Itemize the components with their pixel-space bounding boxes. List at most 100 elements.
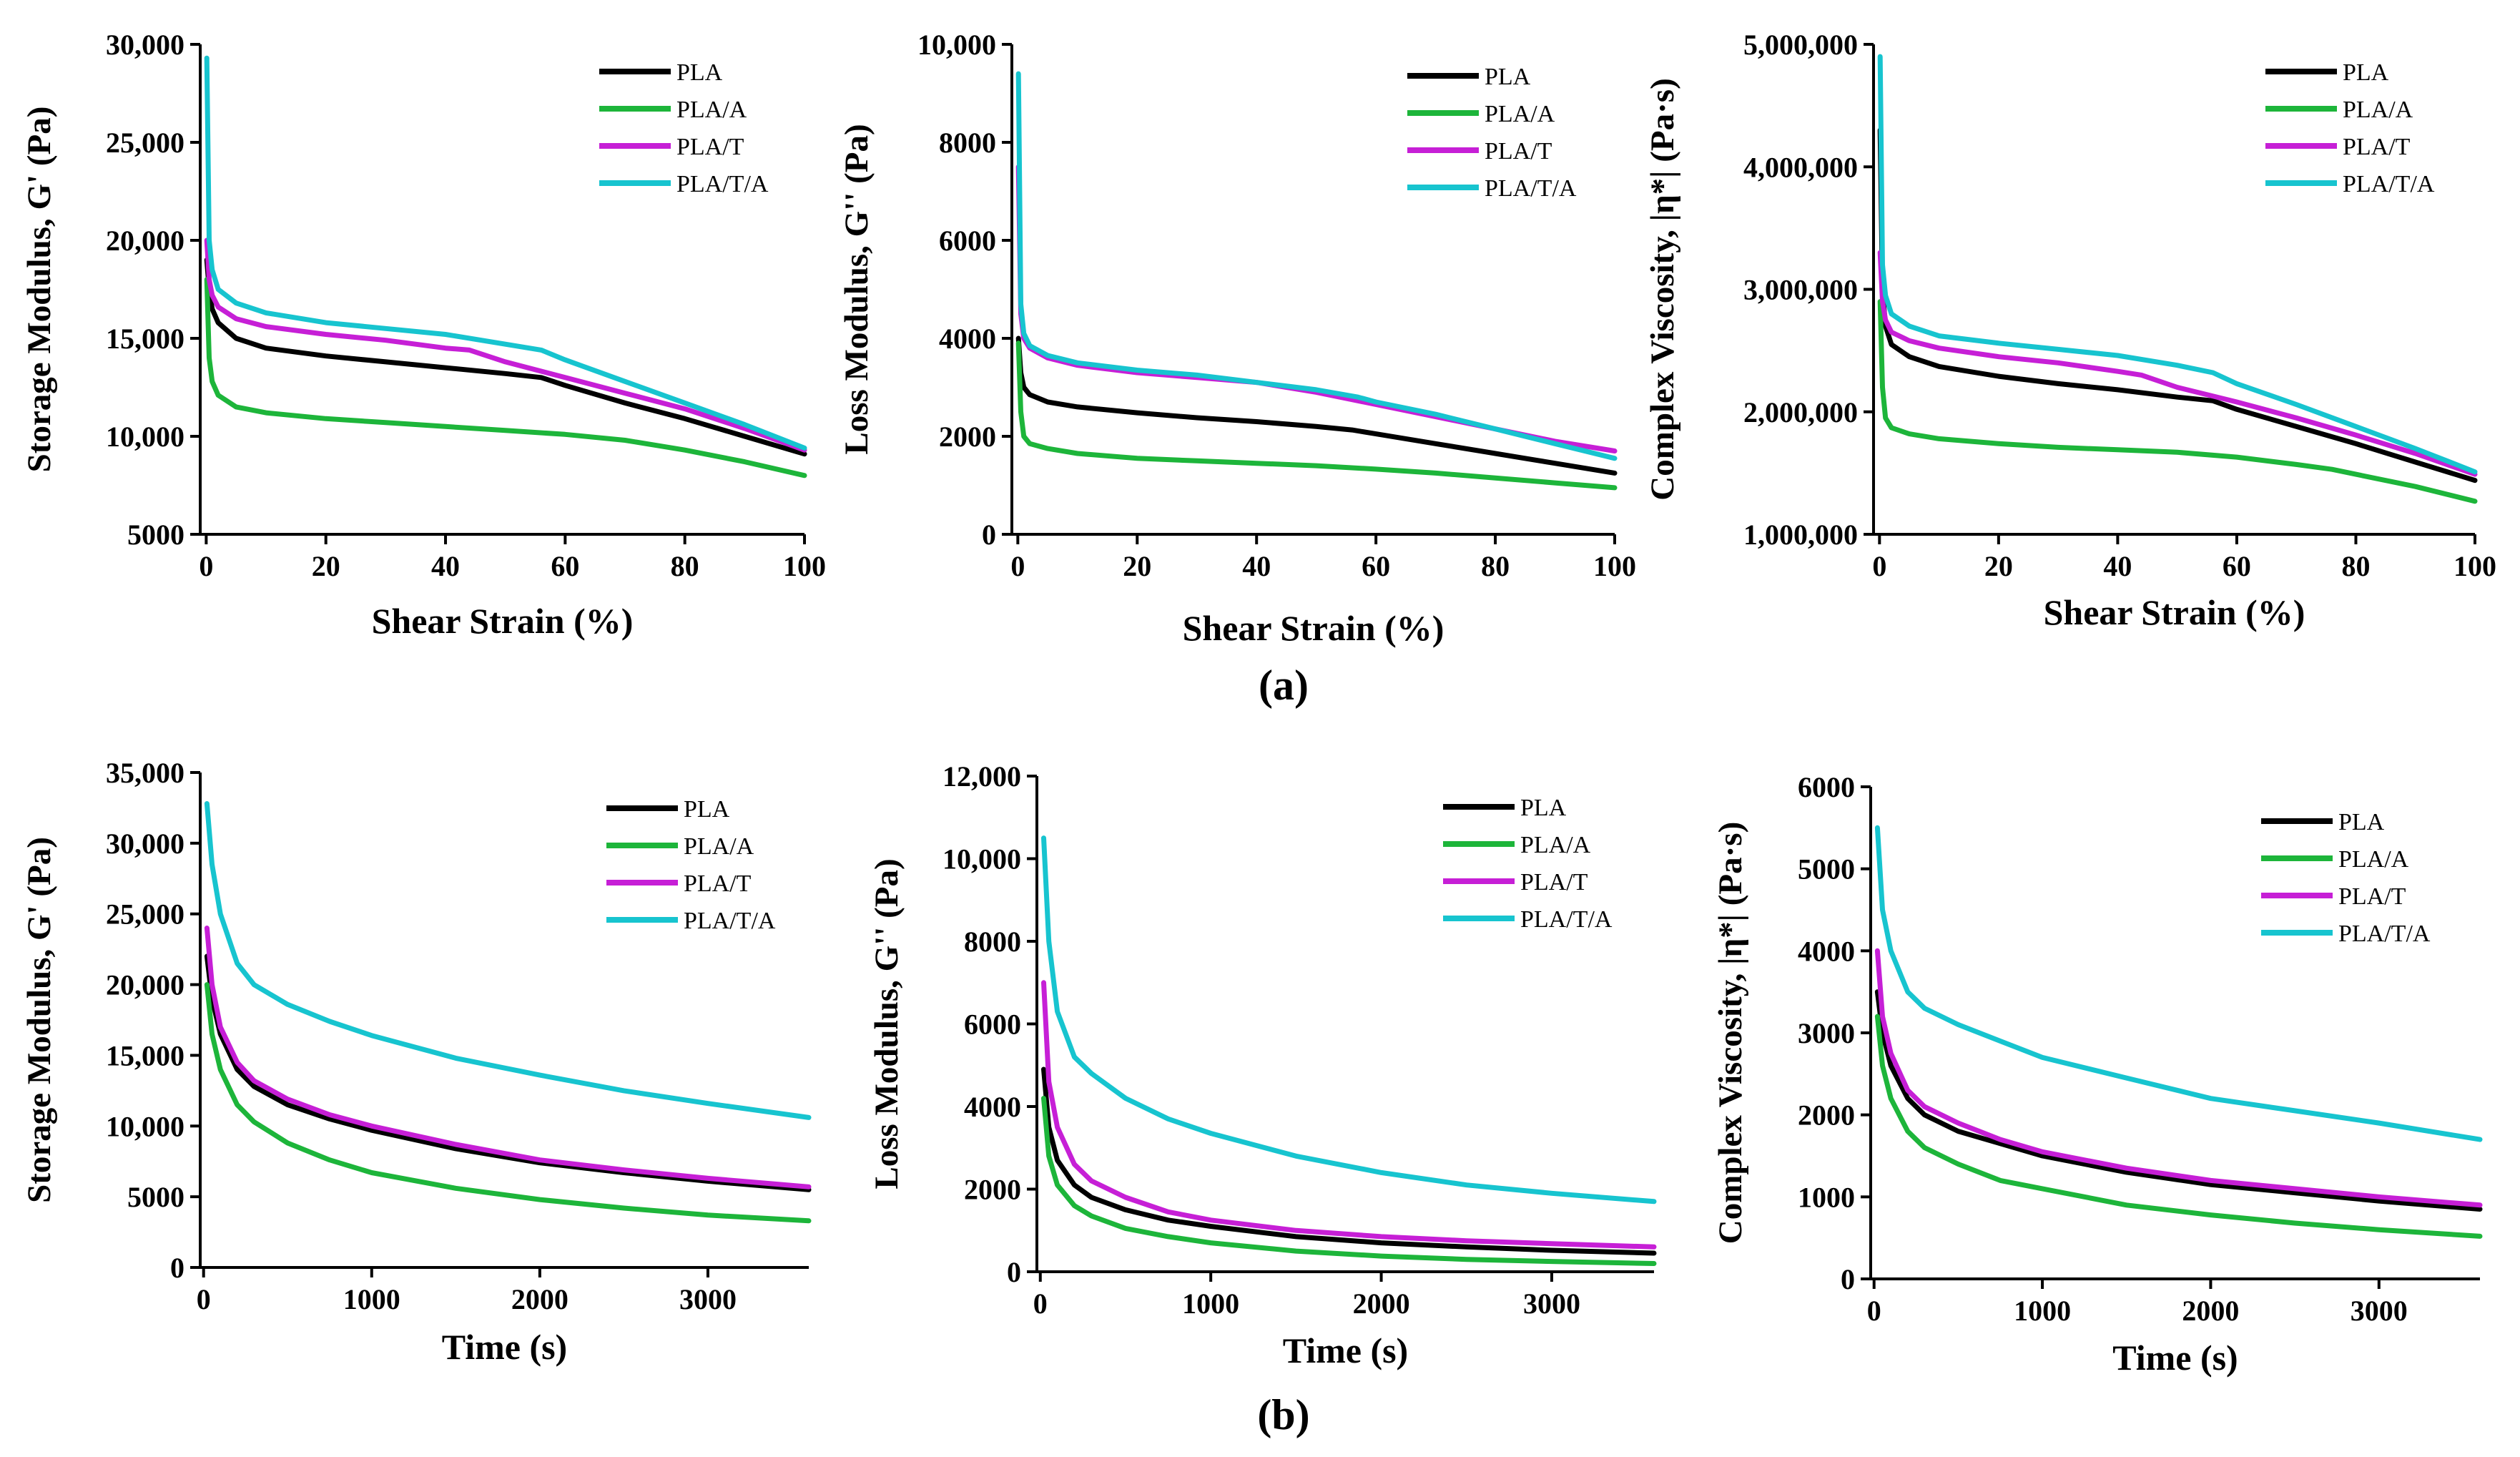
- legend: PLA PLA/A PLA/T PLA/T/A: [2261, 809, 2431, 947]
- series-line-pla-t: [204, 237, 807, 453]
- series-line-pla-t-a: [1015, 71, 1618, 461]
- x-tick-label: 40: [2103, 550, 2132, 582]
- x-tick-label: 2000: [2182, 1295, 2239, 1327]
- legend-label: PLA/A: [684, 833, 754, 860]
- series-line-pla-t: [1877, 250, 2478, 477]
- y-axis-label: Storage Modulus, G' (Pa): [21, 107, 58, 473]
- x-tick-label: 40: [431, 550, 460, 582]
- y-tick-label: 2,000,000: [1743, 396, 1858, 428]
- y-tick-label: 0: [982, 519, 996, 551]
- y-tick-label: 15,000: [106, 1039, 184, 1071]
- legend-label: PLA/T/A: [1520, 906, 1613, 933]
- y-tick-label: 10,000: [106, 1110, 184, 1142]
- y-tick-label: 0: [170, 1252, 184, 1284]
- legend-label: PLA/T/A: [1485, 175, 1577, 202]
- y-tick-label: 5000: [127, 1181, 184, 1213]
- x-tick-label: 1000: [2014, 1295, 2071, 1327]
- y-tick-label: 3000: [1798, 1017, 1855, 1049]
- legend: PLA PLA/A PLA/T PLA/T/A: [599, 59, 769, 197]
- chart-a1: 0 20 40 60 80 100 5000 10,000 15,000 20,000 25,000…: [21, 29, 826, 641]
- series-line-pla-a: [1015, 340, 1618, 491]
- x-tick-label: 0: [1033, 1287, 1048, 1320]
- series-line-pla-t: [204, 926, 812, 1189]
- y-tick-label: 6000: [964, 1009, 1021, 1041]
- legend-label: PLA/A: [2338, 846, 2409, 873]
- y-tick-label: 12,000: [942, 760, 1021, 793]
- y-axis-label: Loss Modulus, G'' (Pa): [868, 858, 905, 1189]
- y-axis-label: Complex Viscosity, |η*| (Pa·s): [1644, 78, 1681, 500]
- y-tick-label: 35,000: [106, 757, 184, 789]
- y-tick-label: 2000: [1798, 1099, 1855, 1132]
- legend-label: PLA: [1520, 795, 1567, 821]
- x-tick-label: 60: [551, 550, 579, 582]
- legend-label: PLA/T: [2338, 883, 2406, 910]
- y-tick-label: 15,000: [106, 323, 184, 355]
- y-tick-label: 10,000: [942, 843, 1021, 875]
- y-tick-label: 20,000: [106, 969, 184, 1001]
- x-tick-label: 1000: [1182, 1287, 1239, 1320]
- y-tick-label: 6000: [1798, 771, 1855, 803]
- x-tick-label: 2000: [511, 1283, 569, 1315]
- y-tick-label: 3,000,000: [1743, 274, 1858, 306]
- y-tick-label: 5000: [127, 519, 184, 551]
- series-line-pla: [204, 257, 807, 457]
- y-tick-label: 2000: [939, 421, 996, 453]
- x-tick-label: 80: [2341, 550, 2370, 582]
- y-tick-label: 4000: [964, 1091, 1021, 1123]
- series-line-pla-t-a: [204, 55, 807, 451]
- caption-a: (a): [1259, 662, 1309, 709]
- x-tick-label: 100: [2453, 550, 2496, 582]
- series-line-pla-t: [1874, 948, 2483, 1208]
- y-tick-label: 10,000: [917, 29, 996, 61]
- y-tick-label: 20,000: [106, 225, 184, 257]
- chart-b2: 0 1000 2000 3000 0 2000 4000 6000 8000 10,000 12,0…: [868, 760, 1657, 1370]
- x-tick-label: 20: [312, 550, 340, 582]
- chart-a2: 0 20 40 60 80 100 0 2000 4000 6000 8000 10,000 Shear…: [838, 29, 1636, 648]
- series-line-pla-a: [204, 982, 812, 1224]
- legend-label: PLA: [684, 796, 730, 823]
- x-axis-label: Shear Strain (%): [2044, 592, 2305, 632]
- x-axis-label: Shear Strain (%): [1183, 608, 1444, 648]
- legend-label: PLA/T: [2343, 134, 2411, 160]
- legend-label: PLA/A: [676, 97, 747, 123]
- x-tick-label: 3000: [679, 1283, 737, 1315]
- x-tick-label: 20: [1123, 550, 1151, 582]
- series-line-pla-a: [1874, 1014, 2483, 1239]
- y-tick-label: 30,000: [106, 828, 184, 860]
- x-axis-label: Shear Strain (%): [372, 601, 634, 641]
- legend-label: PLA/T: [1520, 869, 1588, 896]
- y-tick-label: 8000: [939, 127, 996, 159]
- caption-b: (b): [1257, 1391, 1309, 1438]
- series-line-pla-a: [1877, 299, 2478, 504]
- series-line-pla-t-a: [1041, 835, 1657, 1205]
- y-tick-label: 2000: [964, 1174, 1021, 1206]
- legend-label: PLA/T: [1485, 138, 1552, 165]
- legend-label: PLA: [2338, 809, 2385, 835]
- x-tick-label: 80: [1481, 550, 1510, 582]
- legend-label: PLA/A: [2343, 97, 2413, 123]
- y-tick-label: 5,000,000: [1743, 29, 1858, 61]
- series-line-pla: [1877, 127, 2478, 484]
- x-tick-label: 100: [783, 550, 826, 582]
- x-tick-label: 20: [1984, 550, 2013, 582]
- series-line-pla-t-a: [204, 801, 812, 1120]
- legend: PLA PLA/A PLA/T PLA/T/A: [1443, 795, 1613, 933]
- series-line-pla-t: [1041, 980, 1657, 1250]
- y-tick-label: 4,000,000: [1743, 151, 1858, 183]
- series-line-pla-t-a: [1877, 54, 2478, 475]
- y-tick-label: 4000: [939, 323, 996, 355]
- chart-a3: 0 20 40 60 80 100 1,000,000 2,000,000 3,000,000 4…: [1644, 29, 2496, 632]
- chart-b3: 0 1000 2000 3000 0 1000 2000 3000 4000 5000 6000 Ti…: [1712, 771, 2483, 1378]
- x-tick-label: 40: [1242, 550, 1271, 582]
- x-tick-label: 3000: [1523, 1287, 1580, 1320]
- y-tick-label: 0: [1007, 1256, 1021, 1288]
- y-tick-label: 25,000: [106, 898, 184, 931]
- series-line-pla: [204, 953, 812, 1192]
- x-tick-label: 3000: [2351, 1295, 2408, 1327]
- series-line-pla-a: [1041, 1096, 1657, 1266]
- legend-label: PLA/T: [684, 870, 752, 897]
- y-axis-label: Complex Viscosity, |η*| (Pa·s): [1712, 822, 1749, 1244]
- x-tick-label: 0: [1010, 550, 1025, 582]
- chart-b1: 0 1000 2000 3000 0 5000 10,000 15,000 20,000 25,0…: [21, 757, 812, 1367]
- series-line-pla-t-a: [1874, 825, 2483, 1142]
